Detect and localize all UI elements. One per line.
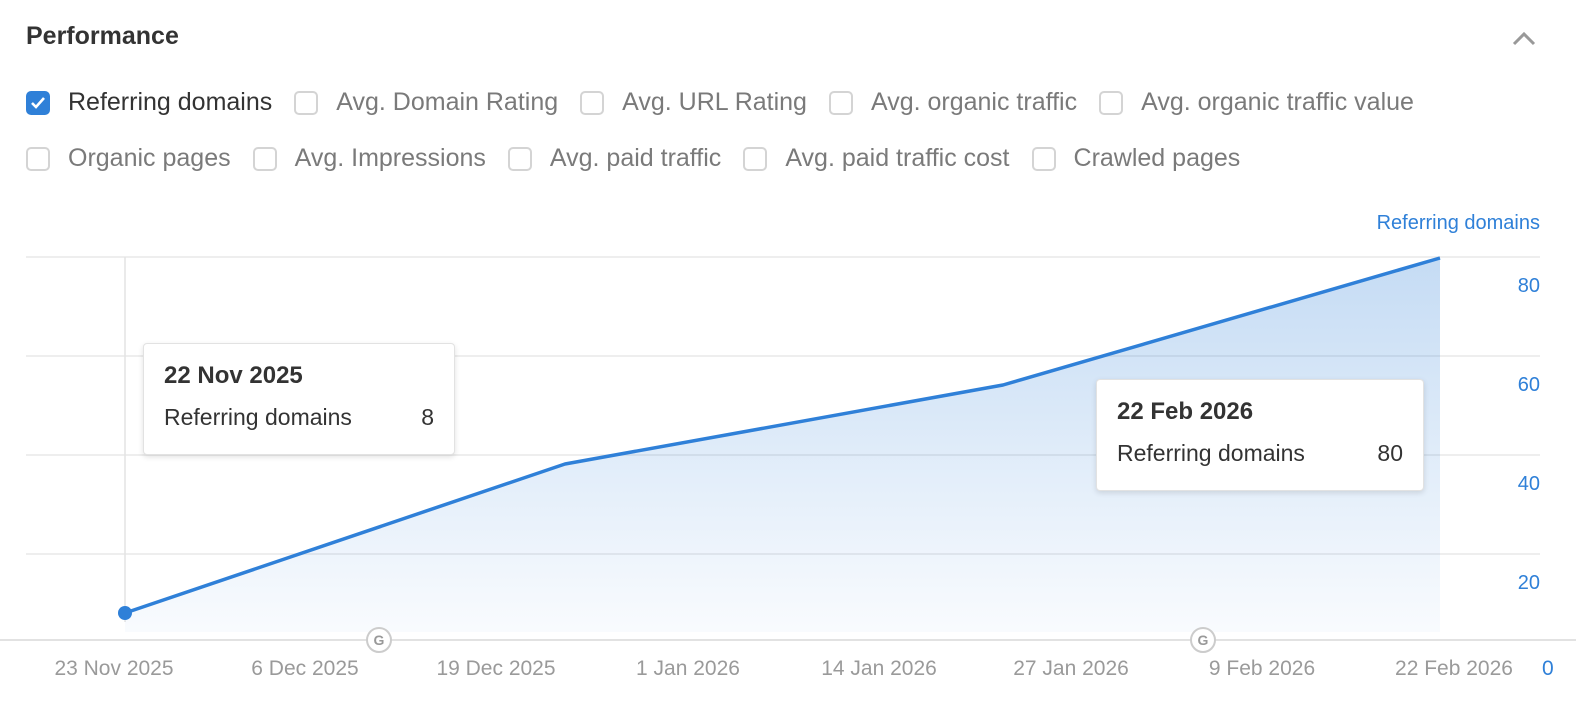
metric-checkbox-organic-pages[interactable]: Organic pages <box>26 144 231 173</box>
checkbox[interactable] <box>828 90 853 115</box>
metric-checkbox-avg-impressions[interactable]: Avg. Impressions <box>252 144 486 173</box>
google-icon: G <box>1197 632 1209 648</box>
metric-checkbox-crawled-pages[interactable]: Crawled pages <box>1031 144 1241 173</box>
metric-label: Avg. paid traffic <box>549 144 722 172</box>
checkbox[interactable] <box>507 146 532 171</box>
metric-row-2: Organic pages Avg. Impressions Avg. paid… <box>26 144 1262 173</box>
metric-label: Crawled pages <box>1073 144 1241 172</box>
checkbox[interactable] <box>252 146 277 171</box>
metric-label: Avg. organic traffic <box>870 88 1078 116</box>
tooltip-date: 22 Feb 2026 <box>1117 398 1254 425</box>
checkbox[interactable] <box>26 146 50 171</box>
y-axis-title: Referring domains <box>1376 212 1540 234</box>
x-tick: 9 Feb 2026 <box>1208 657 1316 680</box>
metric-checkbox-avg-organic-traffic-value[interactable]: Avg. organic traffic value <box>1099 88 1414 117</box>
metric-checkbox-avg-domain-rating[interactable]: Avg. Domain Rating <box>294 88 558 117</box>
x-tick: 22 Feb 2026 <box>1395 657 1513 680</box>
y-tick: 20 <box>1517 572 1540 594</box>
metric-label: Organic pages <box>68 144 231 172</box>
metric-label: Avg. Impressions <box>294 144 486 172</box>
google-update-marker[interactable]: G <box>1190 627 1216 653</box>
y-tick: 60 <box>1517 374 1540 396</box>
chevron-up-icon <box>1512 31 1536 46</box>
tooltip-end: 22 Feb 2026 Referring domains 80 <box>1096 379 1424 491</box>
google-update-marker[interactable]: G <box>366 627 392 653</box>
y-tick: 40 <box>1517 473 1540 495</box>
checkbox[interactable] <box>580 90 605 115</box>
tooltip-start: 22 Nov 2025 Referring domains 8 <box>143 343 455 455</box>
metric-label: Referring domains <box>68 88 273 116</box>
metric-row-1: Referring domains Avg. Domain Rating Avg… <box>26 88 1436 117</box>
metric-checkbox-referring-domains[interactable]: Referring domains <box>26 88 272 117</box>
x-tick: 1 Jan 2026 <box>636 657 740 680</box>
tooltip-date: 22 Nov 2025 <box>164 362 303 389</box>
metric-checkbox-avg-paid-traffic[interactable]: Avg. paid traffic <box>507 144 722 173</box>
checkbox[interactable] <box>1099 90 1124 115</box>
tooltip-value: 80 <box>1377 440 1403 466</box>
x-tick: 27 Jan 2026 <box>1013 657 1129 680</box>
metric-label: Avg. organic traffic value <box>1141 88 1414 116</box>
checkbox[interactable] <box>294 90 319 115</box>
check-icon <box>31 96 45 109</box>
y-tick: 80 <box>1517 275 1540 297</box>
metric-label: Avg. URL Rating <box>622 88 807 116</box>
x-tick: 14 Jan 2026 <box>821 657 937 680</box>
metric-label: Avg. Domain Rating <box>336 88 559 116</box>
hover-point[interactable] <box>118 606 132 620</box>
x-tick: 19 Dec 2025 <box>436 657 556 680</box>
metric-label: Avg. paid traffic cost <box>785 144 1010 172</box>
x-tick: 6 Dec 2025 <box>251 657 359 680</box>
y-tick-zero: 0 <box>1542 657 1554 680</box>
tooltip-label: Referring domains <box>1117 440 1305 466</box>
area-fill <box>125 258 1440 632</box>
tooltip-value: 8 <box>421 404 434 430</box>
metric-checkbox-avg-organic-traffic[interactable]: Avg. organic traffic <box>828 88 1078 117</box>
section-title: Performance <box>26 22 179 50</box>
collapse-button[interactable] <box>1508 24 1540 52</box>
google-icon: G <box>373 632 385 648</box>
metric-checkbox-avg-url-rating[interactable]: Avg. URL Rating <box>580 88 807 117</box>
tooltip-label: Referring domains <box>164 404 352 430</box>
checkbox-checked[interactable] <box>26 90 50 115</box>
series-line-referring-domains <box>124 256 1441 615</box>
x-tick: 23 Nov 2025 <box>54 657 174 680</box>
metric-checkbox-avg-paid-traffic-cost[interactable]: Avg. paid traffic cost <box>743 144 1010 173</box>
checkbox[interactable] <box>1031 146 1056 171</box>
checkbox[interactable] <box>743 146 768 171</box>
